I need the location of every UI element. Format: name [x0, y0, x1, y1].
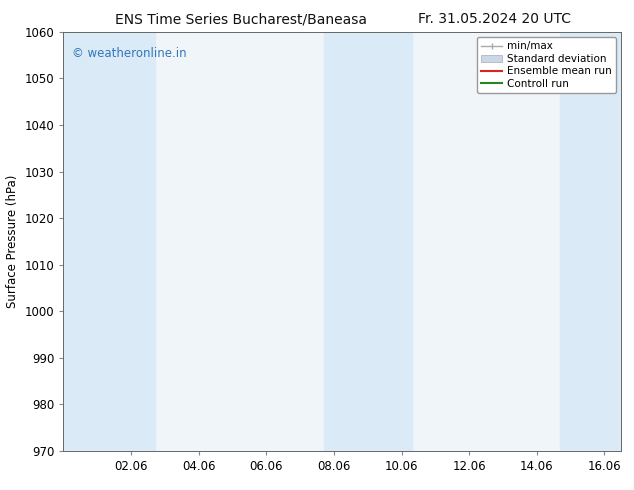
- Bar: [324, 32, 411, 451]
- Text: Fr. 31.05.2024 20 UTC: Fr. 31.05.2024 20 UTC: [418, 12, 571, 26]
- Text: © weatheronline.in: © weatheronline.in: [72, 47, 186, 59]
- Bar: [63, 32, 155, 451]
- Bar: [560, 32, 621, 451]
- Y-axis label: Surface Pressure (hPa): Surface Pressure (hPa): [6, 174, 19, 308]
- Legend: min/max, Standard deviation, Ensemble mean run, Controll run: min/max, Standard deviation, Ensemble me…: [477, 37, 616, 93]
- Text: ENS Time Series Bucharest/Baneasa: ENS Time Series Bucharest/Baneasa: [115, 12, 367, 26]
